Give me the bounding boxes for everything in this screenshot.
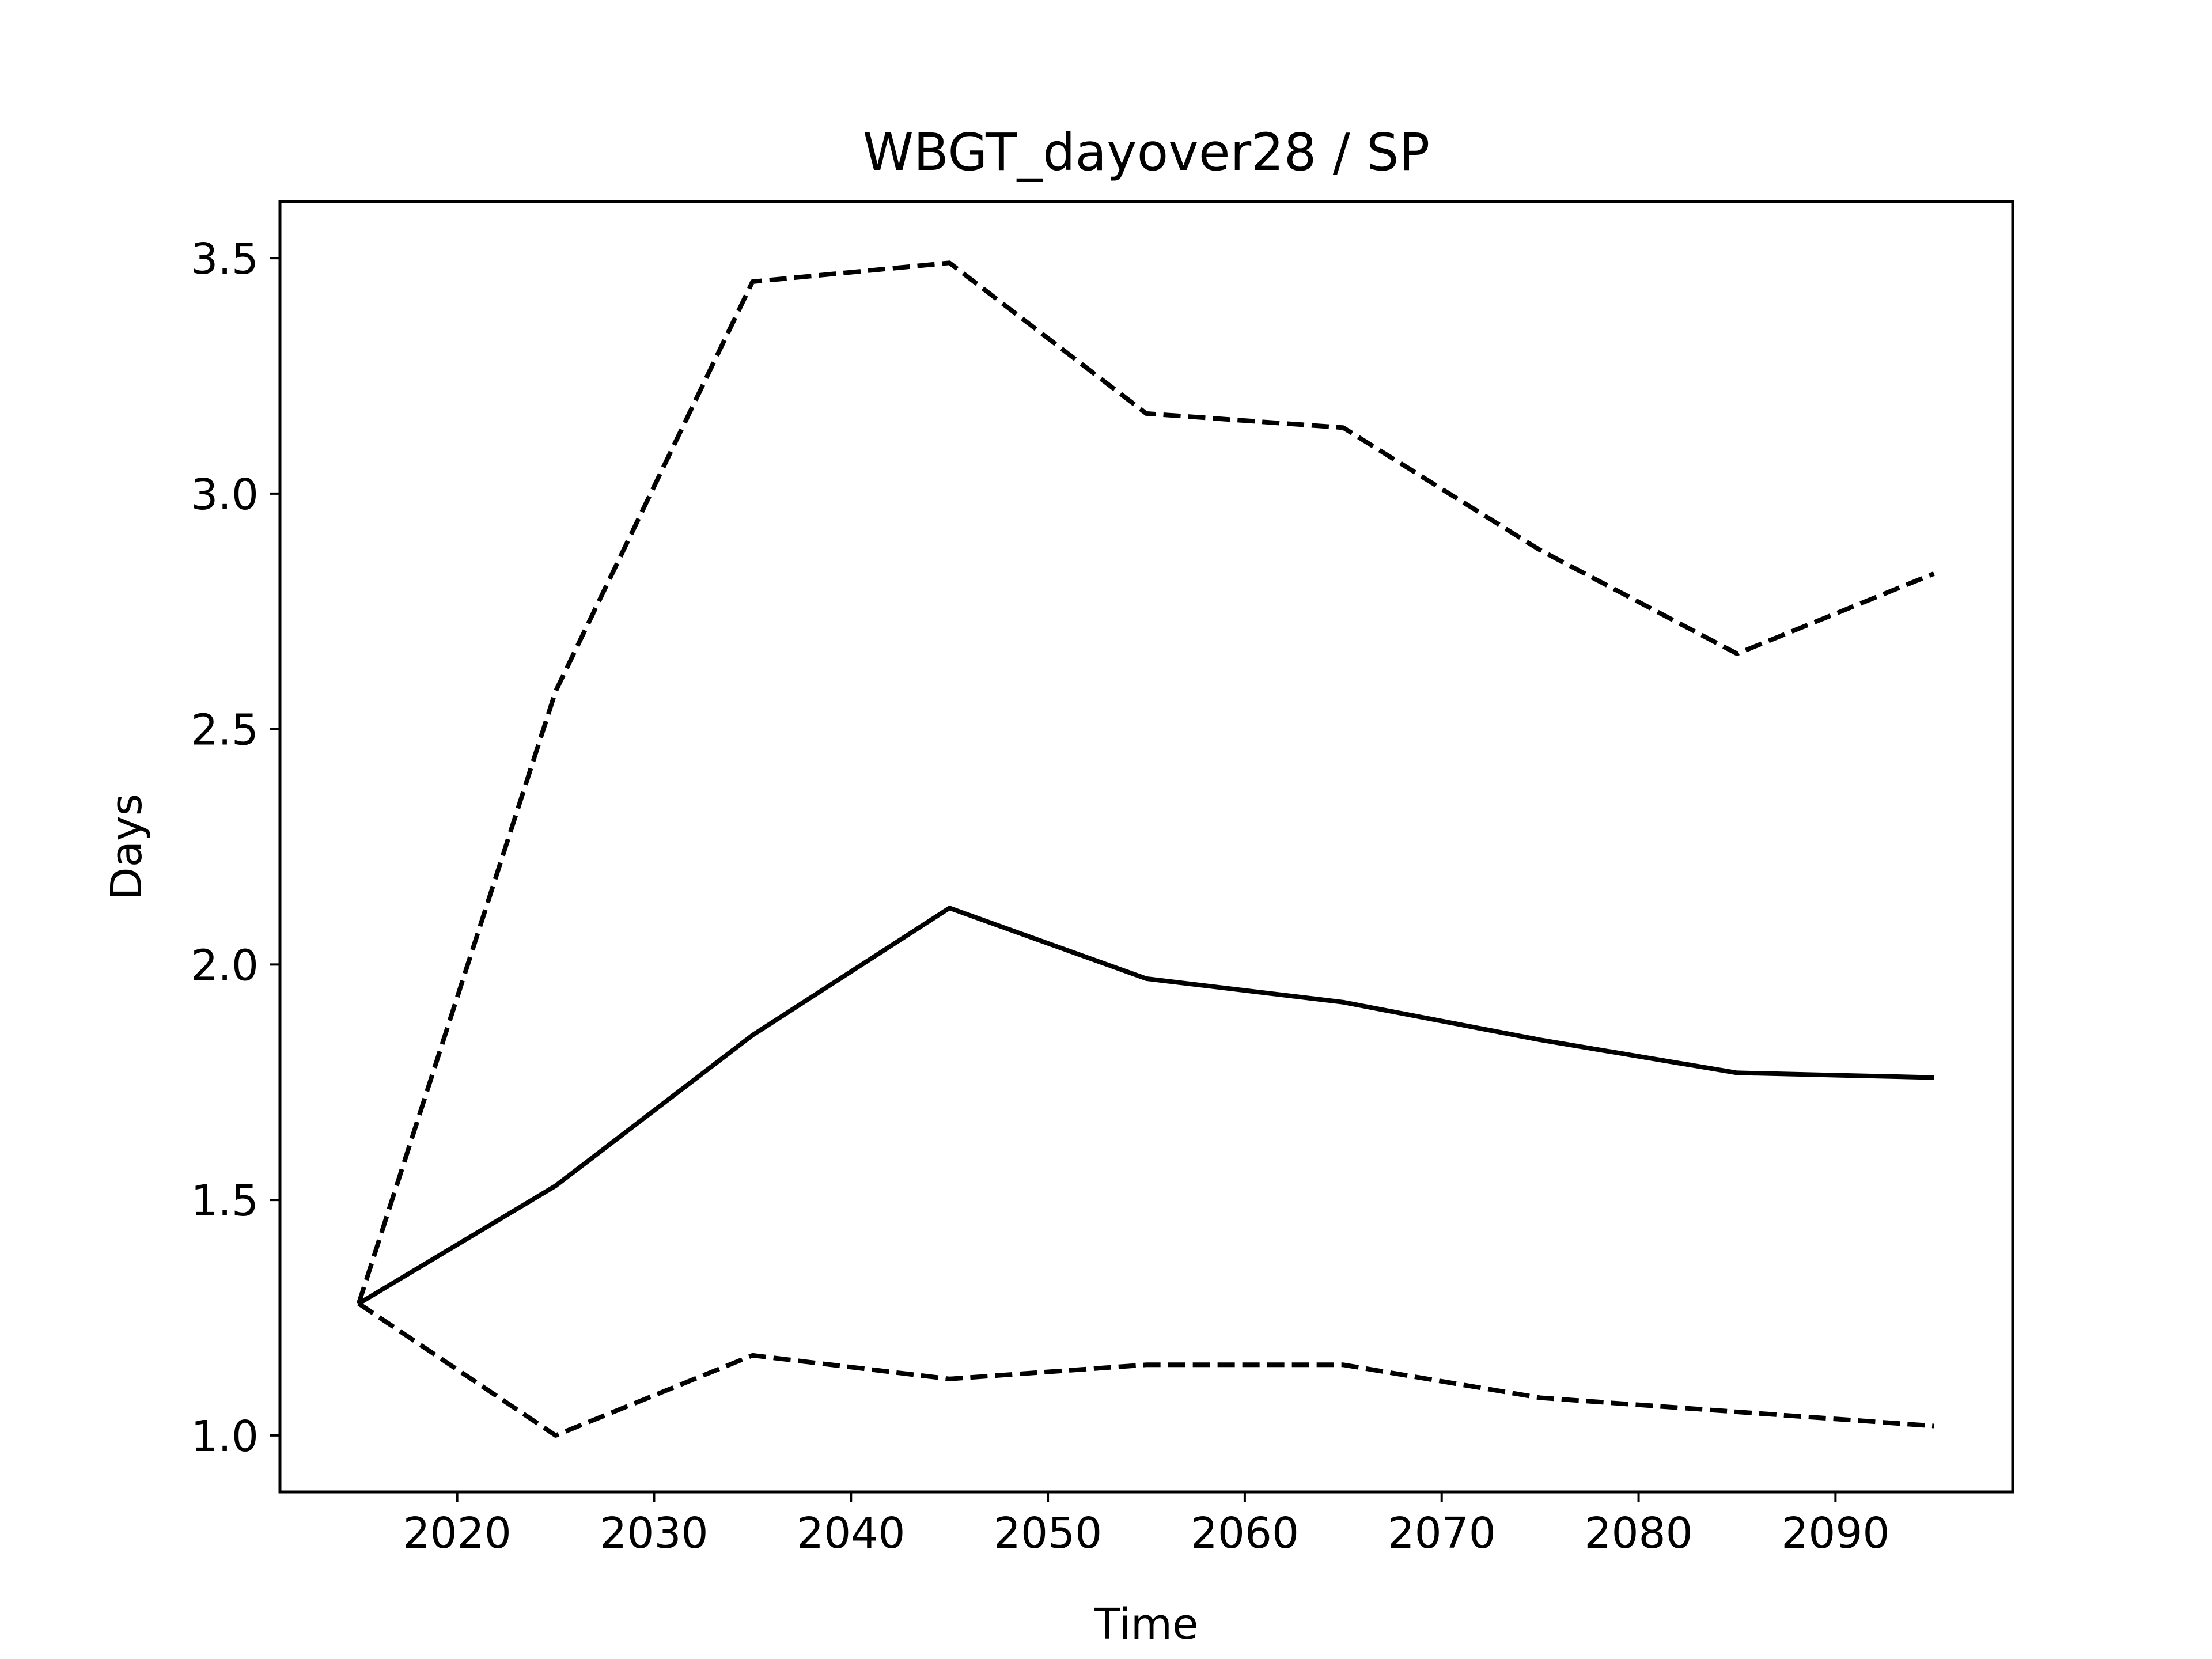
plot-frame: [278, 200, 2014, 1494]
x-tick-label: 2020: [403, 1509, 511, 1558]
x-tick-label: 2030: [600, 1509, 708, 1558]
x-tick-label: 2060: [1191, 1509, 1299, 1558]
x-axis-label: Time: [1093, 1600, 1198, 1649]
y-axis-label: Days: [102, 794, 151, 900]
y-tick-label: 1.5: [191, 1176, 259, 1226]
series-line-1: [357, 906, 1934, 1306]
x-tick-label: 2090: [1781, 1509, 1889, 1558]
series-line-2: [356, 260, 1935, 1305]
y-tick-label: 2.5: [191, 706, 259, 755]
x-tick-label: 2070: [1388, 1509, 1496, 1558]
y-tick-label: 1.0: [191, 1412, 259, 1461]
series-layer: [356, 260, 1935, 1438]
ticks-layer: 2020 2030 2040 2050 2060 2070 2080 2090 1.0 1.5 2.…: [191, 234, 1889, 1558]
x-tick-label: 2040: [797, 1509, 905, 1558]
x-tick-label: 2050: [994, 1509, 1102, 1558]
chart-title: WBGT_dayover28 / SP: [863, 122, 1430, 182]
y-tick-label: 3.0: [191, 470, 259, 520]
y-tick-label: 3.5: [191, 234, 259, 284]
y-tick-label: 2.0: [191, 941, 259, 990]
x-tick-label: 2080: [1584, 1509, 1692, 1558]
series-line-3: [357, 1301, 1934, 1438]
